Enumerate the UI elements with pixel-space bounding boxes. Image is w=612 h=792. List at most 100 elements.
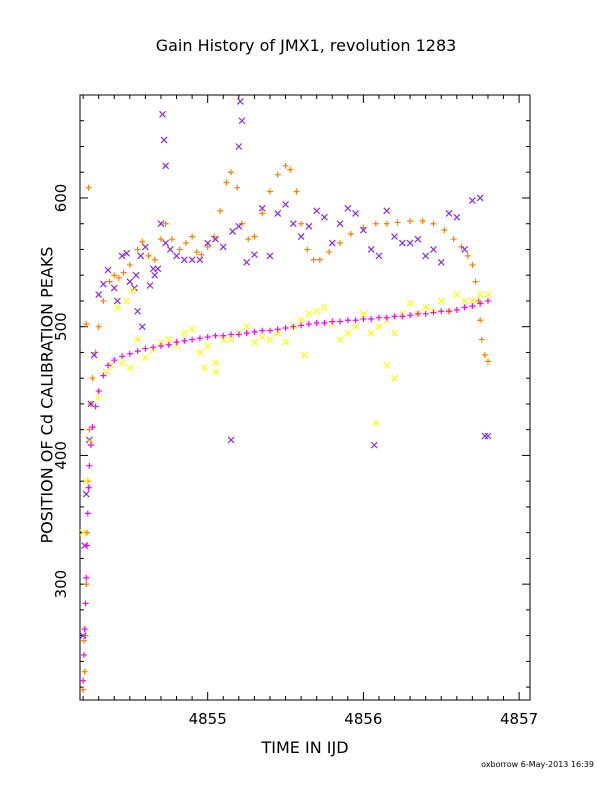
- data-point: [139, 238, 146, 245]
- data-point: [476, 194, 484, 202]
- series-1: [79, 98, 492, 640]
- data-point: [212, 235, 219, 243]
- data-point: [407, 312, 414, 319]
- data-point: [453, 213, 461, 221]
- data-point: [126, 350, 133, 357]
- chart-title: Gain History of JMX1, revolution 1283: [155, 36, 457, 55]
- data-point: [445, 210, 453, 217]
- data-point: [464, 252, 471, 259]
- data-point: [168, 236, 175, 243]
- series-3: [80, 297, 491, 684]
- data-point: [80, 637, 87, 644]
- data-point: [234, 184, 241, 191]
- data-point: [196, 349, 204, 356]
- x-axis-label: TIME IN IJD: [261, 738, 349, 757]
- data-point: [430, 309, 437, 316]
- data-point: [450, 236, 457, 243]
- data-point: [129, 287, 137, 295]
- data-point: [406, 300, 414, 307]
- data-point: [79, 529, 87, 537]
- x-tick-label: 4855: [189, 710, 227, 728]
- data-point: [297, 316, 305, 324]
- data-point: [173, 342, 180, 350]
- data-point: [398, 239, 406, 247]
- data-point: [193, 249, 200, 256]
- data-point: [84, 529, 91, 536]
- axis-ticks: 4855 4856 4857 300 400 500 600: [52, 94, 538, 728]
- data-point: [92, 403, 99, 410]
- data-point: [446, 308, 453, 315]
- data-point: [165, 341, 172, 348]
- data-point: [151, 256, 158, 263]
- data-point: [251, 233, 258, 240]
- data-point: [113, 303, 121, 311]
- data-point: [138, 323, 146, 331]
- data-point: [383, 220, 390, 227]
- y-tick-label: 600: [52, 184, 70, 213]
- data-point: [173, 252, 180, 260]
- data-point: [394, 219, 401, 226]
- data-point: [165, 336, 173, 343]
- data-point: [336, 336, 344, 343]
- data-point: [484, 358, 491, 365]
- data-point: [145, 252, 152, 259]
- data-point: [407, 218, 414, 225]
- series-0: [80, 162, 491, 693]
- data-point: [481, 352, 488, 359]
- data-point: [391, 374, 398, 382]
- data-point: [310, 256, 317, 263]
- data-point: [79, 632, 87, 640]
- data-point: [181, 337, 188, 344]
- data-point: [372, 220, 379, 227]
- data-point: [337, 318, 344, 325]
- data-point: [82, 490, 90, 498]
- data-point: [383, 361, 391, 369]
- data-point: [118, 252, 126, 260]
- data-point: [229, 228, 237, 235]
- data-point: [212, 332, 219, 339]
- data-point: [105, 362, 112, 369]
- y-tick-label: 500: [52, 312, 70, 341]
- data-point: [111, 357, 118, 364]
- data-point: [461, 246, 469, 253]
- data-point: [151, 271, 159, 279]
- data-point: [83, 321, 90, 328]
- data-point: [468, 297, 476, 305]
- y-axis-label: POSITION OF Cd CALIBRATION PEAKS: [37, 246, 57, 544]
- data-point: [84, 542, 91, 549]
- data-point: [375, 252, 383, 260]
- data-point: [399, 313, 406, 320]
- data-points: [79, 98, 492, 693]
- data-point: [212, 359, 219, 367]
- y-tick-label: 400: [52, 441, 70, 470]
- data-point: [196, 256, 204, 264]
- data-point: [103, 368, 110, 376]
- data-point: [219, 336, 227, 343]
- data-point: [422, 303, 430, 311]
- data-point: [99, 280, 107, 288]
- data-point: [89, 375, 96, 382]
- data-point: [188, 256, 196, 264]
- data-point: [157, 236, 164, 243]
- data-point: [359, 226, 367, 234]
- data-point: [258, 204, 266, 212]
- data-point: [235, 331, 242, 338]
- data-point: [81, 668, 88, 675]
- data-point: [100, 372, 107, 379]
- data-point: [367, 329, 375, 337]
- data-point: [204, 342, 212, 350]
- data-point: [414, 310, 421, 317]
- data-point: [469, 303, 476, 310]
- data-point: [228, 169, 235, 176]
- data-point: [82, 477, 90, 485]
- data-point: [344, 317, 351, 324]
- data-point: [321, 213, 328, 221]
- data-point: [104, 266, 112, 274]
- data-point: [391, 233, 398, 241]
- data-point: [238, 117, 246, 125]
- data-point: [481, 432, 489, 440]
- data-point: [85, 184, 92, 191]
- data-point: [182, 240, 189, 247]
- data-point: [367, 246, 375, 253]
